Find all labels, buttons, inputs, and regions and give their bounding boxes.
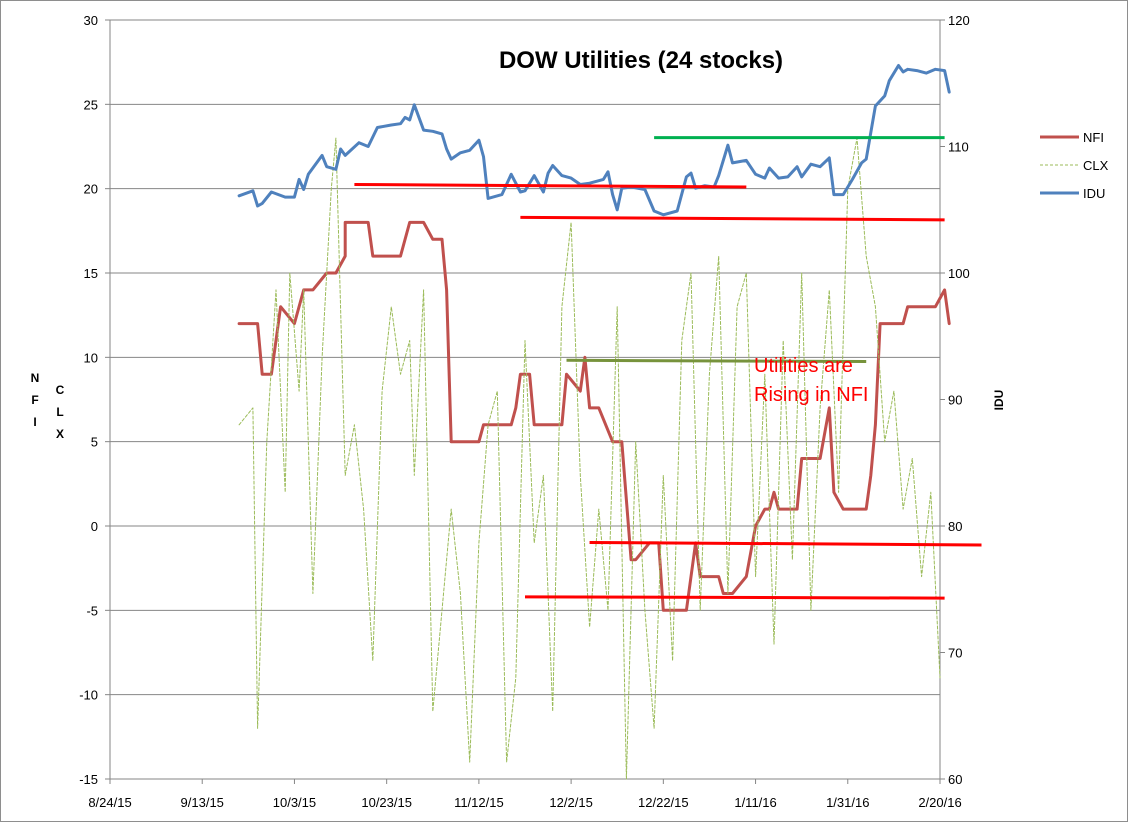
- left-tick-label: -10: [79, 688, 98, 703]
- annotation: Utilities are Rising in NFI: [754, 355, 868, 406]
- y-left-label-letter: C: [56, 383, 65, 397]
- x-tick-label: 12/2/15: [549, 795, 592, 810]
- axes: [105, 19, 945, 784]
- trend-line: [520, 215, 945, 222]
- y-left-label-letter: X: [56, 427, 64, 441]
- right-tick-label: 100: [948, 266, 970, 281]
- left-tick-label: 0: [91, 519, 98, 534]
- x-tick-label: 1/11/16: [734, 795, 776, 810]
- x-tick-label: 1/31/16: [826, 795, 869, 810]
- series-line-clx: [238, 137, 941, 780]
- annotation-text: Rising in NFI: [754, 384, 868, 406]
- gridlines: [110, 19, 940, 696]
- x-tick-label: 2/20/16: [918, 795, 961, 810]
- x-tick-label: 12/22/15: [638, 795, 689, 810]
- left-tick-label: -15: [79, 772, 98, 787]
- legend-label-nfi: NFI: [1083, 130, 1104, 145]
- right-tick-label: 120: [948, 13, 970, 28]
- legend-label-clx: CLX: [1083, 158, 1109, 173]
- x-tick-label: 10/23/15: [361, 795, 412, 810]
- right-tick-label: 110: [948, 140, 969, 155]
- y-left-label-letter: I: [33, 415, 36, 429]
- left-tick-label: 30: [84, 13, 98, 28]
- right-tick-label: 60: [948, 772, 962, 787]
- series-line-idu: [237, 64, 951, 217]
- left-tick-label: 15: [84, 266, 98, 281]
- right-tick-label: 90: [948, 393, 962, 408]
- trend-lines: [354, 136, 982, 600]
- y-right-axis-title: IDU: [992, 390, 1006, 411]
- left-tick-label: -5: [86, 603, 98, 618]
- legend: NFI CLX IDU: [1040, 130, 1109, 201]
- tick-labels: 30 25 20 15 10 5 0 -5 -10 -15 120 110 100 90 80 70 60 8/2…: [31, 13, 1006, 810]
- x-tick-label: 10/3/15: [273, 795, 316, 810]
- left-tick-label: 5: [91, 435, 98, 450]
- x-tick-label: 8/24/15: [88, 795, 131, 810]
- series-lines: [237, 64, 951, 780]
- y-left-label-letter: F: [31, 393, 38, 407]
- x-tick-label: 9/13/15: [181, 795, 224, 810]
- right-tick-label: 80: [948, 519, 962, 534]
- y-left-label-letter: L: [56, 405, 63, 419]
- trend-line: [566, 358, 867, 364]
- annotation-text: Utilities are: [754, 355, 853, 377]
- x-tick-label: 11/12/15: [454, 795, 504, 810]
- trend-line: [589, 540, 982, 547]
- series-line-nfi: [237, 220, 951, 612]
- trend-line: [354, 182, 747, 189]
- trend-line: [524, 595, 945, 600]
- legend-label-idu: IDU: [1083, 186, 1105, 201]
- y-left-label-letter: N: [31, 371, 40, 385]
- chart-title: DOW Utilities (24 stocks): [499, 47, 783, 74]
- left-tick-label: 20: [84, 182, 98, 197]
- right-tick-label: 70: [948, 646, 962, 661]
- left-tick-label: 10: [84, 350, 98, 365]
- left-tick-label: 25: [84, 97, 98, 112]
